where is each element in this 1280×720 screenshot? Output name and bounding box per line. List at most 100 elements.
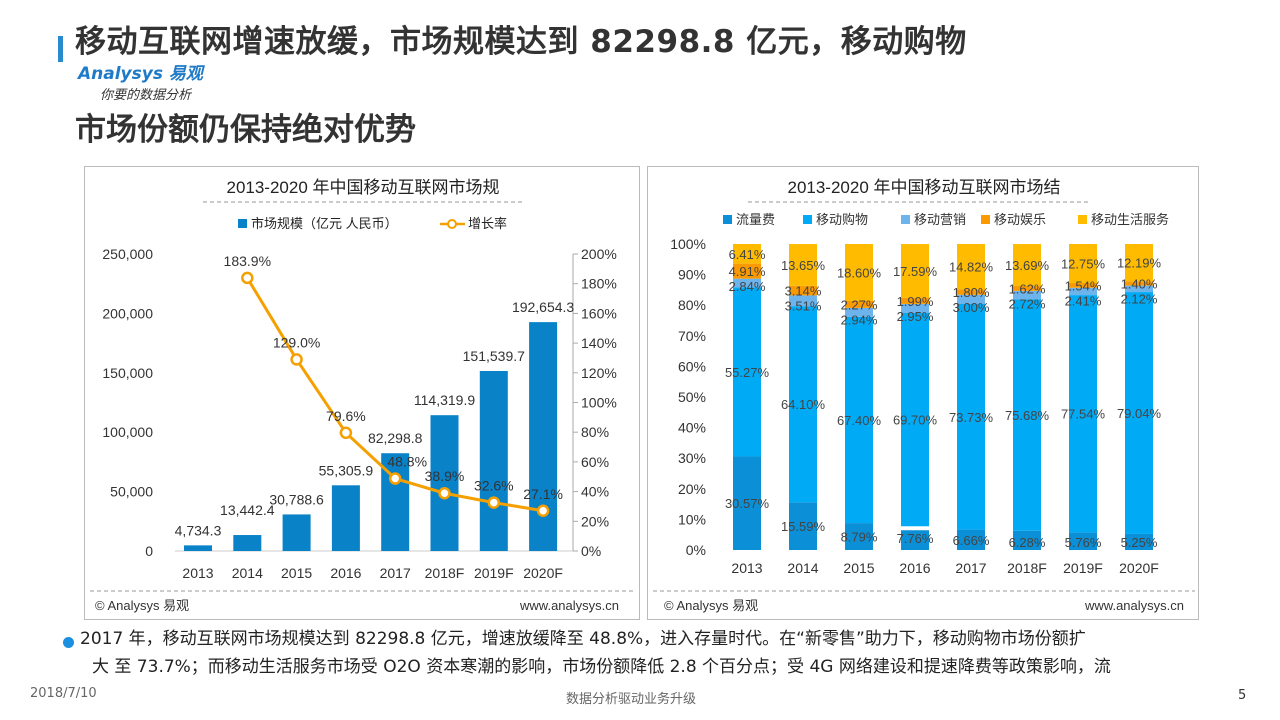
market-structure-chart-panel: 2013-2020 年中国移动互联网市场结 流量费 移动购物 移动营销 移动娱乐 移动生活… [647,166,1199,620]
bar-2019F [479,370,508,551]
segment-2015-2 [845,307,873,317]
x-tick-label: 2019F [1063,560,1103,576]
x-tick-label: 2015 [281,565,312,581]
y-right-tick-label: 0% [581,543,601,559]
segment-2018F-3 [1013,285,1041,291]
y-tick-label: 10% [678,511,706,527]
segment-value-label: 1.54% [1065,278,1102,293]
bar-value-label: 55,305.9 [319,462,374,478]
y-tick-label: 100% [670,236,706,252]
segment-value-label: 14.82% [949,260,994,275]
x-tick-label: 2020F [523,565,563,581]
segment-value-label: 2.72% [1009,296,1046,311]
y-tick-label: 80% [678,297,706,313]
segment-value-label: 3.51% [785,299,822,314]
y-left-tick-label: 150,000 [102,365,153,381]
segment-value-label: 13.69% [1005,258,1050,273]
y-right-tick-label: 80% [581,424,609,440]
segment-2013-4 [733,244,761,264]
x-tick-label: 2013 [182,565,213,581]
segment-value-label: 15.59% [781,519,826,534]
segment-value-label: 3.14% [785,284,822,299]
chart-title: 2013-2020 年中国移动互联网市场规 [226,178,499,197]
bullet-icon [63,637,74,648]
x-tick-label: 2013 [731,560,762,576]
segment-2017-3 [957,289,985,295]
footer-date: 2018/7/10 [30,686,97,701]
legend-label: 移动娱乐 [994,212,1046,227]
y-left-tick-label: 250,000 [102,246,153,262]
segment-2017-1 [957,304,985,530]
segment-value-label: 2.41% [1065,293,1102,308]
bar-2018F [430,415,459,551]
y-tick-label: 40% [678,420,706,436]
x-tick-label: 2016 [330,565,361,581]
growth-point-2020F [536,504,550,518]
segment-2014-1 [789,306,817,503]
growth-value-label: 38.9% [425,468,465,484]
page-title-line1: 移动互联网增速放缓，市场规模达到 82298.8 亿元，移动购物 [75,24,967,60]
legend-line-label: 增长率 [468,216,507,231]
segment-2017-0 [957,529,985,550]
bar-value-label: 114,319.9 [414,392,475,408]
y-right-tick-label: 180% [581,276,617,292]
growth-value-label: 183.9% [224,253,271,269]
segment-2015-0 [845,523,873,550]
segment-value-label: 55.27% [725,365,770,380]
bar-2015 [282,514,311,551]
segment-2019F-0 [1069,532,1097,550]
growth-point-2014 [241,271,254,285]
y-right-tick-label: 140% [581,335,617,351]
segment-2020F-0 [1125,533,1153,550]
segment-2016-3 [901,297,929,304]
segment-value-label: 2.95% [897,309,934,324]
segment-2015-3 [845,300,873,308]
segment-2013-0 [733,456,761,550]
segment-2020F-3 [1125,281,1153,286]
bar-value-label: 4,734.3 [175,522,222,538]
y-right-tick-label: 120% [581,365,617,381]
segment-value-label: 2.27% [841,297,878,312]
segment-2017-2 [957,294,985,305]
y-tick-label: 30% [678,450,706,466]
growth-value-label: 129.0% [273,334,320,350]
summary-line-1: 2017 年，移动互联网市场规模达到 82298.8 亿元，增速放缓降至 48.… [80,629,1086,649]
segment-value-label: 6.66% [953,533,990,548]
legend-label: 移动购物 [816,212,868,227]
x-tick-label: 2017 [955,560,986,576]
segment-value-label: 1.80% [953,285,990,300]
x-tick-label: 2014 [232,565,263,581]
x-tick-label: 2014 [787,560,818,576]
segment-value-label: 3.00% [953,300,990,315]
segment-2018F-2 [1013,290,1041,300]
segment-2018F-4 [1013,244,1041,286]
y-left-tick-label: 50,000 [110,484,153,500]
segment-2019F-3 [1069,283,1097,288]
chart-source: © Analysys 易观 [664,598,758,613]
segment-value-label: 13.65% [781,258,826,273]
segment-value-label: 67.40% [837,413,882,428]
analysys-logo: Analysys 易观 [78,64,203,84]
y-right-tick-label: 60% [581,454,609,470]
bar-2016 [331,485,360,551]
legend-bar-label: 市场规模（亿元 人民币） [251,216,398,231]
segment-value-label: 1.40% [1121,276,1158,291]
page-number: 5 [1238,688,1247,703]
segment-value-label: 69.70% [893,413,938,428]
segment-value-label: 1.99% [897,294,934,309]
summary-line-2: 大 至 73.7%；而移动生活服务市场受 O2O 资本寒潮的影响，市场份额降低 … [92,657,1111,677]
chart-url: www.analysys.cn [1084,598,1184,613]
y-left-tick-label: 0 [145,543,153,559]
segment-2014-4 [789,244,817,286]
y-tick-label: 70% [678,328,706,344]
x-tick-label: 2017 [380,565,411,581]
segment-2016-0 [901,530,929,550]
chart-title: 2013-2020 年中国移动互联网市场结 [787,178,1060,197]
y-tick-label: 90% [678,267,706,283]
segment-value-label: 6.28% [1009,535,1046,550]
legend-label: 移动营销 [914,212,966,227]
y-left-tick-label: 200,000 [102,305,153,321]
segment-2015-1 [845,316,873,524]
